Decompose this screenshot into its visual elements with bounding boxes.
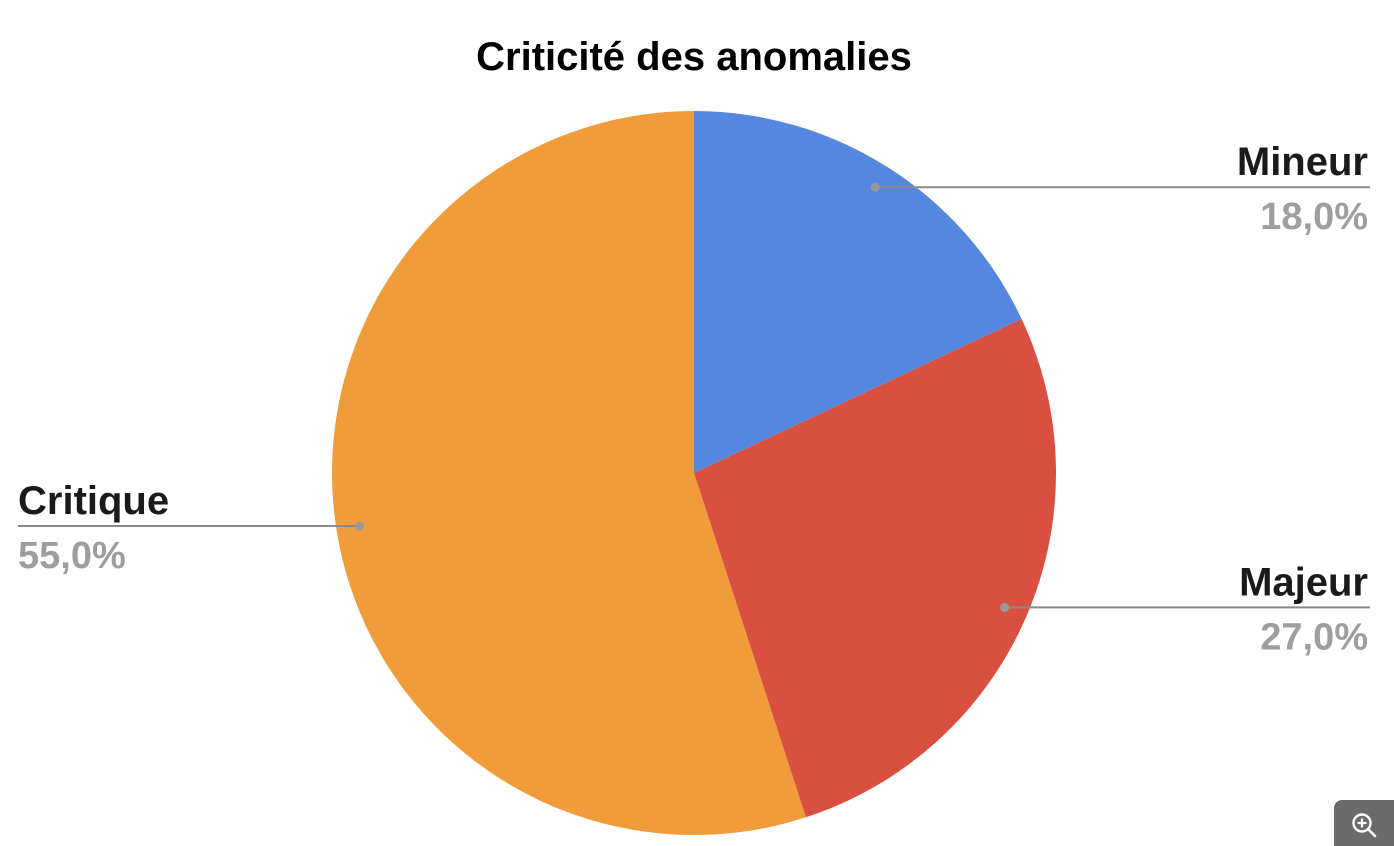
slice-label-critique: Critique (18, 479, 169, 523)
slice-percent-majeur: 27,0% (1260, 616, 1368, 658)
pie-slice-majeur[interactable] (694, 318, 1056, 818)
pie-slice-critique[interactable] (331, 111, 806, 836)
callout-dot-critique (355, 521, 365, 531)
callout-dot-mineur (870, 182, 880, 192)
pie-slice-mineur[interactable] (694, 111, 1022, 473)
slice-label-mineur: Mineur (1237, 140, 1368, 184)
chart-title: Criticité des anomalies (476, 35, 912, 79)
slice-label-majeur: Majeur (1239, 560, 1368, 604)
zoom-button[interactable] (1334, 800, 1394, 846)
slice-callouts: Mineur 18,0% Majeur 27,0% Critique 55,0% (18, 140, 1370, 658)
callout-dot-majeur (1000, 602, 1010, 612)
zoom-in-icon (1352, 813, 1377, 838)
slice-percent-mineur: 18,0% (1260, 196, 1368, 238)
pie-slices (331, 111, 1056, 836)
slice-percent-critique: 55,0% (18, 535, 126, 577)
